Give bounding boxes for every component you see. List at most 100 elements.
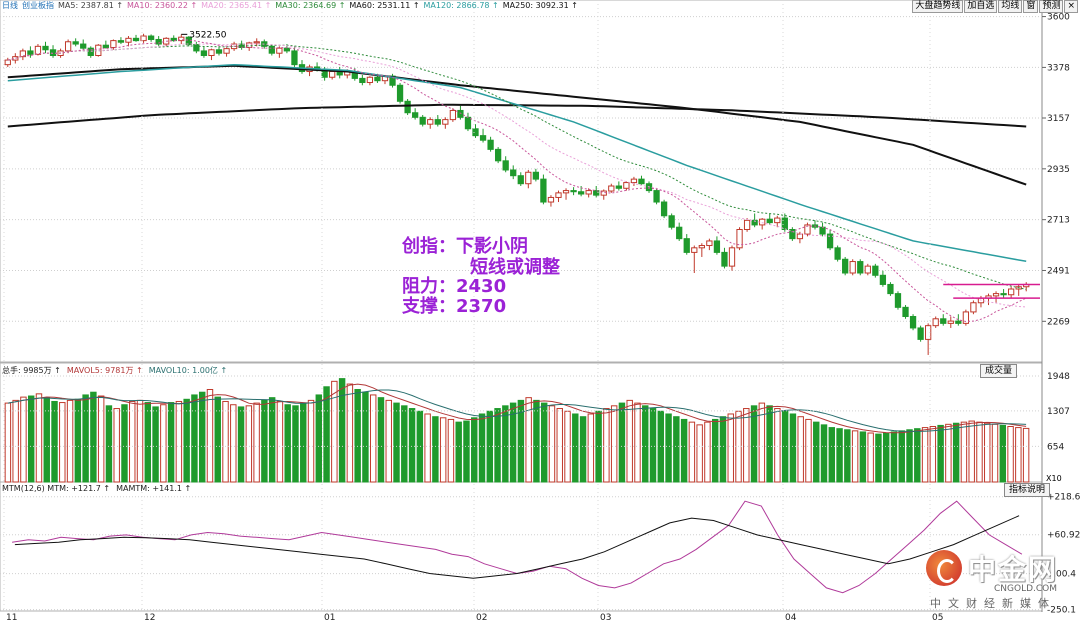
chart-toolbar: 大盘趋势线 加自选 均线窗预测 × bbox=[912, 0, 1078, 13]
volume-bar bbox=[572, 413, 579, 483]
volume-bar bbox=[129, 400, 136, 483]
candle-body bbox=[291, 50, 298, 66]
volume-bar bbox=[27, 395, 35, 483]
volume-bar bbox=[183, 398, 190, 483]
candle-body bbox=[804, 224, 811, 235]
volume-bar bbox=[105, 405, 113, 483]
volume-bar bbox=[268, 397, 276, 483]
candle-body bbox=[283, 47, 291, 52]
candle-body bbox=[653, 190, 660, 203]
volume-bar bbox=[525, 397, 532, 483]
candle-body bbox=[623, 182, 630, 189]
volume-unit-label: X10 bbox=[1046, 474, 1062, 483]
candle-body bbox=[781, 217, 788, 230]
mtm-line bbox=[12, 500, 1023, 594]
volume-bar bbox=[579, 416, 587, 483]
toolbar-button-1[interactable]: 加自选 bbox=[964, 0, 998, 13]
candle-body bbox=[721, 251, 728, 267]
candle-body bbox=[902, 306, 909, 317]
volume-bar bbox=[688, 421, 696, 483]
volume-legend-item-1: MAVOL5: 9781万 ↑ bbox=[66, 366, 143, 375]
volume-bar bbox=[439, 417, 447, 483]
ma10-line bbox=[7, 39, 1027, 323]
volume-tab[interactable]: 成交量 bbox=[980, 364, 1018, 378]
volume-bar bbox=[447, 418, 455, 483]
volume-bar bbox=[851, 430, 859, 483]
volume-bar bbox=[191, 394, 198, 483]
volume-y-tick-label: 1948 bbox=[1047, 372, 1070, 382]
volume-bar bbox=[315, 394, 323, 483]
volume-bar bbox=[144, 402, 152, 483]
volume-bar bbox=[307, 399, 315, 483]
candle-body bbox=[774, 217, 781, 224]
candle-body bbox=[404, 100, 411, 114]
toolbar-button-3[interactable]: 窗 bbox=[1023, 0, 1039, 13]
x-tick-label: 03 bbox=[600, 613, 611, 621]
volume-bar bbox=[338, 378, 346, 483]
volume-bar bbox=[494, 408, 501, 483]
candle-body bbox=[698, 245, 705, 249]
volume-bar bbox=[261, 399, 268, 483]
volume-bar bbox=[634, 402, 641, 483]
candle-body bbox=[842, 258, 849, 274]
candle-body bbox=[955, 320, 962, 324]
candle-body bbox=[826, 233, 834, 249]
candle-body bbox=[532, 171, 540, 180]
close-icon[interactable]: × bbox=[1064, 0, 1078, 13]
volume-bar bbox=[346, 383, 354, 483]
volume-bar bbox=[610, 405, 618, 483]
candle-body bbox=[676, 226, 683, 240]
indicator-help-tab[interactable]: 指标说明 bbox=[1004, 483, 1051, 497]
toolbar-button-0[interactable]: 大盘趋势线 bbox=[912, 0, 964, 13]
volume-bar bbox=[66, 399, 74, 483]
candle-body bbox=[547, 196, 555, 203]
volume-bar bbox=[509, 402, 517, 483]
toolbar-button-4[interactable]: 预测 bbox=[1039, 0, 1064, 13]
candle-body bbox=[95, 44, 102, 56]
candle-body bbox=[117, 40, 125, 43]
volume-bar bbox=[859, 431, 867, 483]
logo-cn-text: 中金网 bbox=[968, 553, 1059, 586]
volume-bar bbox=[90, 391, 97, 483]
volume-bar bbox=[206, 388, 214, 483]
x-tick-label: 04 bbox=[785, 613, 797, 621]
candle-body bbox=[49, 49, 57, 57]
volume-bar bbox=[152, 406, 159, 483]
ma30-line bbox=[7, 44, 1027, 290]
volume-bar bbox=[548, 405, 556, 483]
candle-body bbox=[125, 37, 132, 43]
volume-bar bbox=[820, 424, 828, 483]
toolbar-button-2[interactable]: 均线 bbox=[998, 0, 1023, 13]
annotation-resistance: 阻力：2430 bbox=[402, 276, 507, 297]
volume-bar bbox=[727, 413, 734, 483]
volume-bar bbox=[952, 422, 960, 483]
candle-body bbox=[585, 190, 592, 195]
x-tick-label: 12 bbox=[144, 613, 155, 621]
candle-body bbox=[668, 215, 675, 228]
volume-bar bbox=[696, 424, 703, 483]
candle-body bbox=[200, 50, 208, 56]
ma-legend-item: MA250: 3092.31 ↑ bbox=[502, 1, 578, 10]
volume-bar bbox=[97, 395, 105, 483]
volume-bar bbox=[976, 421, 983, 483]
candle-body bbox=[570, 190, 577, 193]
volume-bar bbox=[323, 386, 330, 483]
volume-bar bbox=[1022, 427, 1030, 483]
volume-bar bbox=[642, 405, 649, 483]
volume-y-tick-label: 1307 bbox=[1047, 407, 1070, 417]
volume-bar bbox=[929, 425, 937, 483]
candle-body bbox=[615, 185, 622, 189]
volume-bar bbox=[160, 404, 167, 483]
candle-body bbox=[887, 283, 894, 295]
candle-body bbox=[894, 293, 902, 308]
candle-body bbox=[140, 35, 147, 42]
volume-bar bbox=[991, 423, 999, 483]
candle-body bbox=[72, 41, 79, 45]
candle-body bbox=[412, 112, 419, 118]
indicator-panel-header: MTM(12,6) MTM: +121.7 ↑ MAMTM: +141.1 ↑ bbox=[2, 484, 197, 494]
y-tick-label: 3378 bbox=[1047, 63, 1070, 73]
volume-bar bbox=[237, 406, 245, 483]
volume-bar bbox=[797, 416, 804, 483]
volume-bar bbox=[960, 421, 968, 483]
